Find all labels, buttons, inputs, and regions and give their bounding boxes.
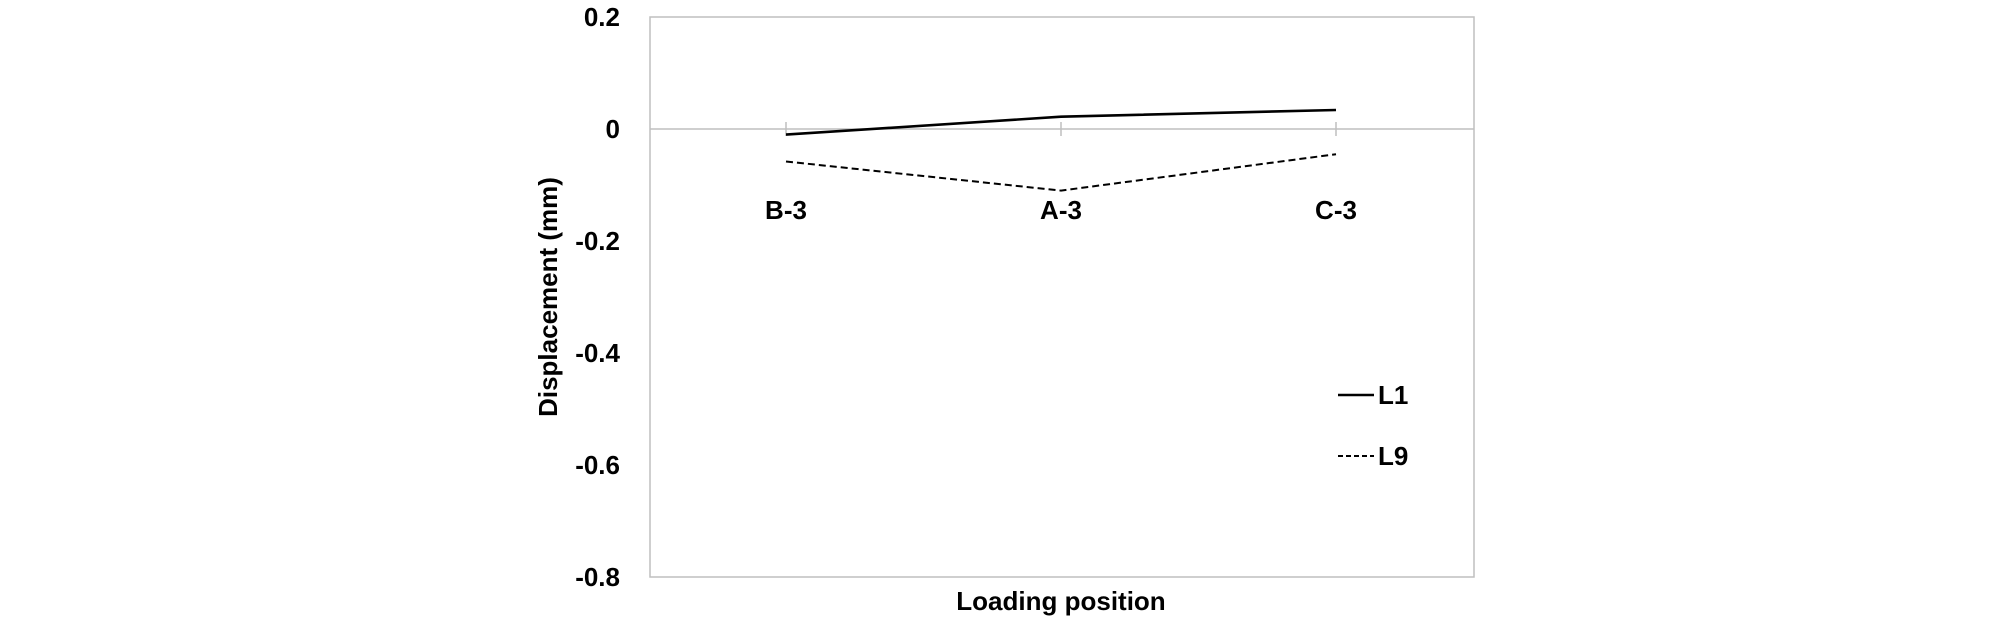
y-tick-label: 0 xyxy=(606,114,620,144)
legend-label-l9: L9 xyxy=(1378,441,1408,471)
y-axis-title: Displacement (mm) xyxy=(533,177,563,417)
x-axis-title: Loading position xyxy=(956,586,1165,616)
plot-area xyxy=(649,16,1475,578)
y-tick-label: -0.4 xyxy=(575,338,620,368)
y-tick-label: -0.8 xyxy=(575,562,620,592)
legend-label-l1: L1 xyxy=(1378,380,1408,410)
x-tick-label: B-3 xyxy=(765,195,807,225)
x-tick-label: C-3 xyxy=(1315,195,1357,225)
y-tick-label: 0.2 xyxy=(584,2,620,32)
series-lines xyxy=(785,108,1337,192)
y-tick-labels: 0.2 0 -0.2 -0.4 -0.6 -0.8 xyxy=(575,2,620,592)
x-tick-labels: B-3 A-3 C-3 xyxy=(765,195,1357,225)
legend: L1 L9 xyxy=(1338,380,1408,471)
series-line-l9 xyxy=(785,153,1337,192)
x-tick-label: A-3 xyxy=(1040,195,1082,225)
y-tick-label: -0.6 xyxy=(575,450,620,480)
y-tick-label: -0.2 xyxy=(575,226,620,256)
series-line-l1 xyxy=(785,108,1337,136)
